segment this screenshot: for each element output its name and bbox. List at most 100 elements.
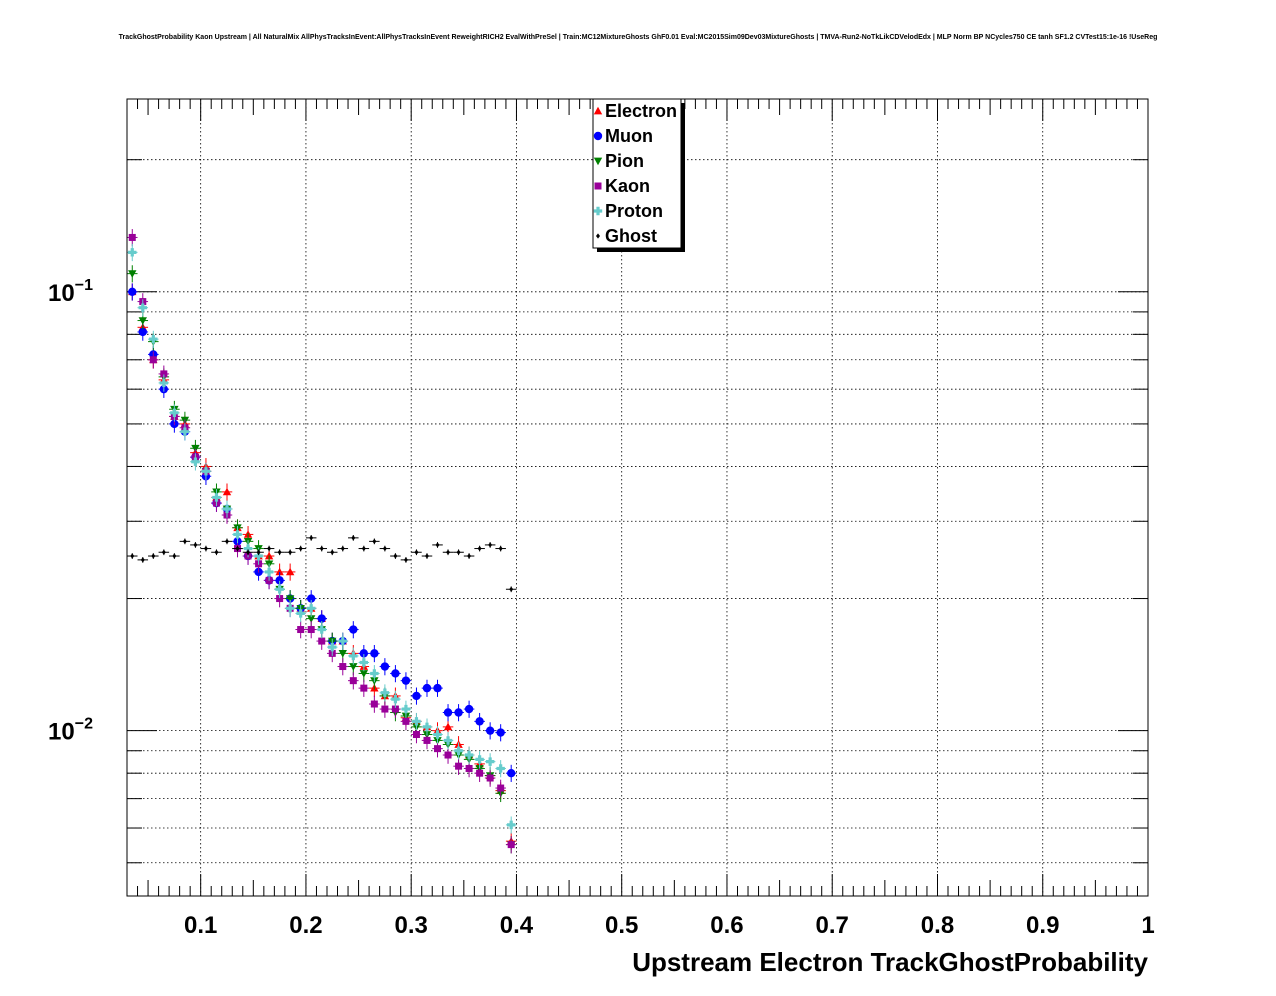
data-point xyxy=(361,545,366,552)
series-ghost xyxy=(127,535,517,593)
data-point xyxy=(422,683,432,693)
data-point xyxy=(319,545,324,552)
data-point xyxy=(338,636,347,646)
series-muon xyxy=(127,283,517,782)
data-point xyxy=(455,762,463,770)
data-point xyxy=(267,545,272,552)
data-point xyxy=(433,730,442,739)
data-point xyxy=(161,549,166,555)
data-point xyxy=(285,595,295,603)
data-point xyxy=(391,705,399,713)
data-point xyxy=(149,334,158,344)
data-point xyxy=(298,545,303,552)
data-point xyxy=(456,549,461,555)
data-point xyxy=(307,615,316,623)
legend-label: Ghost xyxy=(605,226,657,246)
data-point xyxy=(128,233,136,241)
data-point xyxy=(359,649,369,658)
data-point xyxy=(349,677,357,685)
legend-item-pion: Pion xyxy=(593,151,644,171)
data-point xyxy=(475,717,484,726)
data-point xyxy=(359,658,369,667)
data-point xyxy=(381,705,389,713)
data-point xyxy=(203,545,208,552)
data-point xyxy=(277,549,282,555)
data-point xyxy=(434,745,442,753)
data-point xyxy=(285,604,295,613)
data-point xyxy=(402,717,410,725)
data-point xyxy=(222,487,232,496)
data-point xyxy=(317,614,326,623)
x-tick-label: 0.1 xyxy=(184,912,217,939)
data-point xyxy=(307,626,315,634)
x-tick-label: 0.5 xyxy=(605,912,638,939)
data-point xyxy=(370,700,378,708)
legend-box xyxy=(592,98,682,249)
data-point xyxy=(159,378,169,388)
data-point xyxy=(340,545,345,552)
data-point xyxy=(349,625,358,634)
data-point xyxy=(338,650,347,658)
data-point xyxy=(233,530,242,539)
legend: Electron Muon Pion Kaon Proton Ghost xyxy=(592,98,685,252)
data-point xyxy=(391,694,400,704)
x-axis-title: Upstream Electron TrackGhostProbability xyxy=(632,947,1148,977)
data-point xyxy=(485,726,495,735)
data-point xyxy=(235,545,240,552)
data-point xyxy=(149,356,157,364)
data-point xyxy=(507,841,515,849)
data-point xyxy=(212,493,221,502)
data-point xyxy=(412,691,421,701)
data-point xyxy=(318,637,326,645)
data-point xyxy=(330,549,335,555)
data-point xyxy=(444,751,452,759)
data-point xyxy=(391,669,400,678)
data-point xyxy=(193,542,198,548)
data-point xyxy=(275,585,284,594)
data-point xyxy=(130,553,135,559)
data-point xyxy=(275,567,284,576)
legend-label: Kaon xyxy=(605,176,650,196)
x-tick-label: 0.6 xyxy=(710,912,743,939)
data-point xyxy=(138,303,147,312)
x-tick-label: 1 xyxy=(1141,912,1154,939)
data-point xyxy=(307,604,316,613)
data-point xyxy=(370,669,379,678)
legend-item-kaon: Kaon xyxy=(594,176,650,196)
data-point xyxy=(488,542,493,548)
data-point xyxy=(191,444,200,453)
data-point xyxy=(393,553,398,559)
data-point xyxy=(275,576,284,585)
data-point xyxy=(309,535,314,541)
data-point xyxy=(328,642,337,652)
legend-label: Electron xyxy=(605,101,677,121)
data-point xyxy=(254,551,263,561)
data-point xyxy=(214,549,219,555)
data-point xyxy=(138,327,147,337)
data-point xyxy=(296,609,305,618)
data-series xyxy=(127,229,517,854)
legend-item-muon: Muon xyxy=(593,126,653,146)
data-point xyxy=(339,663,347,671)
data-point xyxy=(128,270,137,278)
data-point xyxy=(128,287,137,297)
data-point xyxy=(382,545,387,552)
data-point xyxy=(191,457,200,466)
data-point xyxy=(443,722,453,731)
legend-item-ghost: Ghost xyxy=(596,226,657,246)
data-point xyxy=(170,408,179,418)
data-point xyxy=(360,684,368,692)
data-point xyxy=(201,467,211,476)
data-point xyxy=(433,683,442,693)
data-point xyxy=(403,557,408,563)
data-point xyxy=(307,594,316,603)
data-point xyxy=(243,544,253,553)
data-point xyxy=(476,769,484,777)
y-tick-labels: 10−1 10−2 xyxy=(48,277,93,746)
data-point xyxy=(172,553,177,559)
data-point xyxy=(422,722,432,732)
data-point xyxy=(349,651,358,661)
data-point xyxy=(351,535,356,541)
data-point xyxy=(454,746,463,755)
